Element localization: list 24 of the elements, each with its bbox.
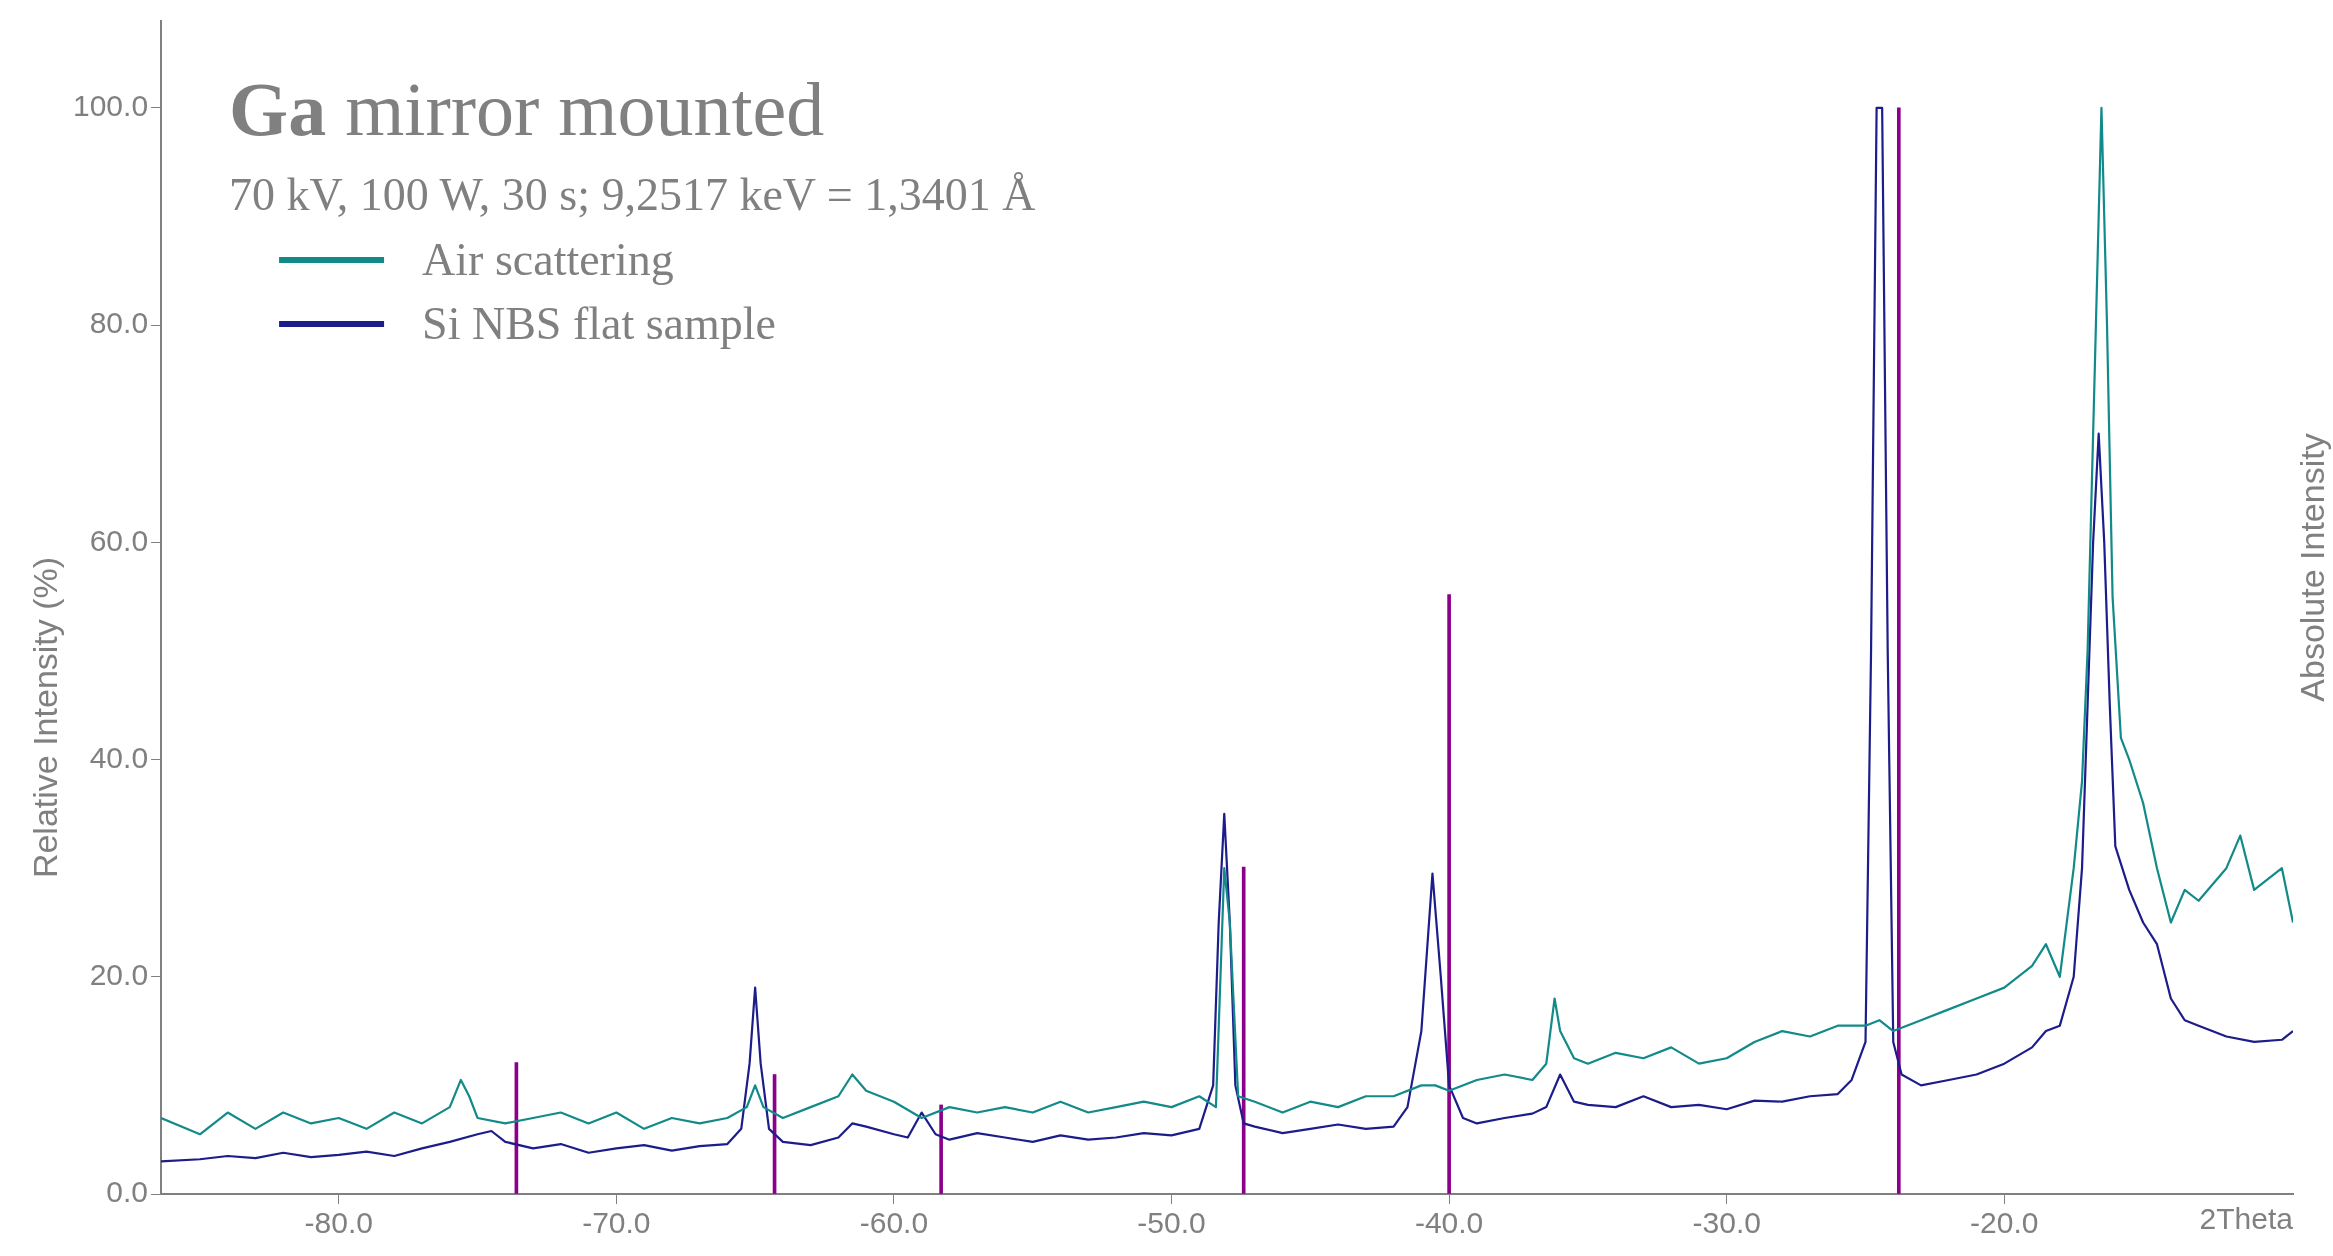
y-tick-label: 0.0 bbox=[106, 1175, 149, 1209]
y-tick-label: 40.0 bbox=[89, 740, 149, 774]
bar bbox=[1447, 594, 1451, 1194]
x-tick-label: -20.0 bbox=[1970, 1206, 2039, 1240]
legend-label: Air scattering bbox=[422, 234, 674, 285]
bar bbox=[1896, 107, 1901, 1194]
y-tick-label: 20.0 bbox=[89, 958, 149, 992]
y-tick-label: 60.0 bbox=[89, 523, 149, 557]
x-tick-label: -30.0 bbox=[1692, 1206, 1761, 1240]
y-axis-title: Relative Intensity (%) bbox=[26, 556, 65, 879]
bar bbox=[939, 1104, 943, 1194]
bar bbox=[1241, 866, 1246, 1194]
y-tick-label: 100.0 bbox=[73, 89, 149, 123]
legend-label: Si NBS flat sample bbox=[422, 298, 777, 349]
x-tick-label: -60.0 bbox=[859, 1206, 929, 1240]
x-tick-label: -80.0 bbox=[304, 1206, 373, 1240]
text: 70 kV, 100 W, 30 s; 9,2517 keV = 1,3401 Å bbox=[229, 169, 1036, 220]
y2-axis-title: Absolute Intensity bbox=[2293, 433, 2332, 702]
x-tick-label: -50.0 bbox=[1137, 1206, 1206, 1240]
y-tick-label: 80.0 bbox=[89, 306, 149, 340]
x-tick-label: -70.0 bbox=[582, 1206, 651, 1240]
x-tick-label: -40.0 bbox=[1414, 1206, 1484, 1240]
x-axis-title: 2Theta bbox=[2199, 1202, 2294, 1236]
text: Ga mirror mounted bbox=[229, 67, 825, 151]
